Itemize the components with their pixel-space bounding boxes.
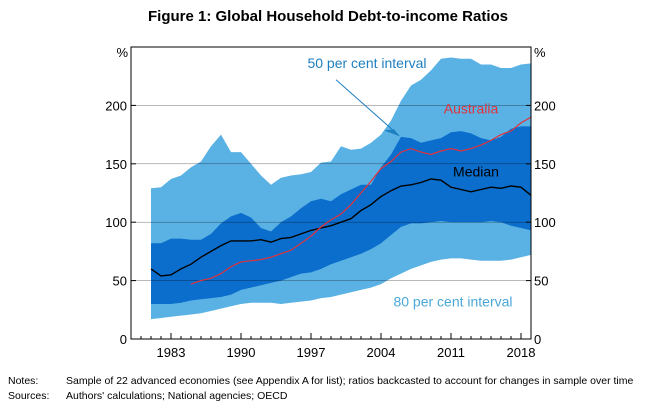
label-80-per-cent-interval: 80 per cent interval <box>393 293 512 309</box>
y-tick-label-right: 100 <box>534 215 556 230</box>
australia-line <box>190 116 532 285</box>
arrow-50-per-cent <box>335 79 399 135</box>
y-unit-left: % <box>116 45 128 60</box>
notes-label: Notes: <box>8 375 39 387</box>
band-50-per-cent <box>151 126 531 305</box>
sources-text: Authors' calculations; National agencies… <box>66 390 288 402</box>
axes-layer: 0 0 50 50 100 100 150 150 200 200% % 1983 1990 1997 20… <box>105 45 555 360</box>
y-tick-label-right: 200 <box>534 98 556 113</box>
x-tick-label: 1983 <box>157 345 186 360</box>
y-tick-label-left: 200 <box>105 98 127 113</box>
x-tick-label: 1997 <box>297 345 326 360</box>
median-line <box>150 178 532 277</box>
label-australia: Australia <box>444 101 499 117</box>
sources-row: Sources: Authors' calculations; National … <box>8 390 287 402</box>
sources-label: Sources: <box>8 390 50 402</box>
x-tick-label: 2011 <box>437 345 465 360</box>
label-median: Median <box>453 164 499 180</box>
x-tick-label: 2004 <box>367 345 396 360</box>
x-tick-label: 1990 <box>227 345 256 360</box>
arrowhead-50-per-cent <box>384 129 400 137</box>
notes-row: Notes: Sample of 22 advanced economies (s… <box>8 375 633 387</box>
grid-layer <box>131 105 531 281</box>
label-50-per-cent-interval: 50 per cent interval <box>307 55 426 71</box>
x-tick-label: 2018 <box>507 345 536 360</box>
y-tick-label-left: 50 <box>113 274 127 289</box>
y-tick-label-right: 50 <box>534 274 548 289</box>
annotation-layer: 50 per cent interval Australia Median 80 pe… <box>307 55 512 309</box>
notes-text: Sample of 22 advanced economies (see App… <box>66 375 634 387</box>
y-tick-label-left: 0 <box>120 332 127 347</box>
y-tick-label-right: 150 <box>534 157 556 172</box>
figure-title: Figure 1: Global Household Debt-to-incom… <box>147 8 508 25</box>
y-tick-label-left: 150 <box>105 157 127 172</box>
chart: 0 0 50 50 100 100 150 150 200 200% % 1983 1990 1997 20… <box>105 45 555 360</box>
y-tick-label-right: 0 <box>534 332 541 347</box>
y-tick-label-left: 100 <box>105 215 127 230</box>
lines-layer <box>150 116 532 285</box>
y-unit-right: % <box>534 45 546 60</box>
bands-layer <box>151 57 531 320</box>
